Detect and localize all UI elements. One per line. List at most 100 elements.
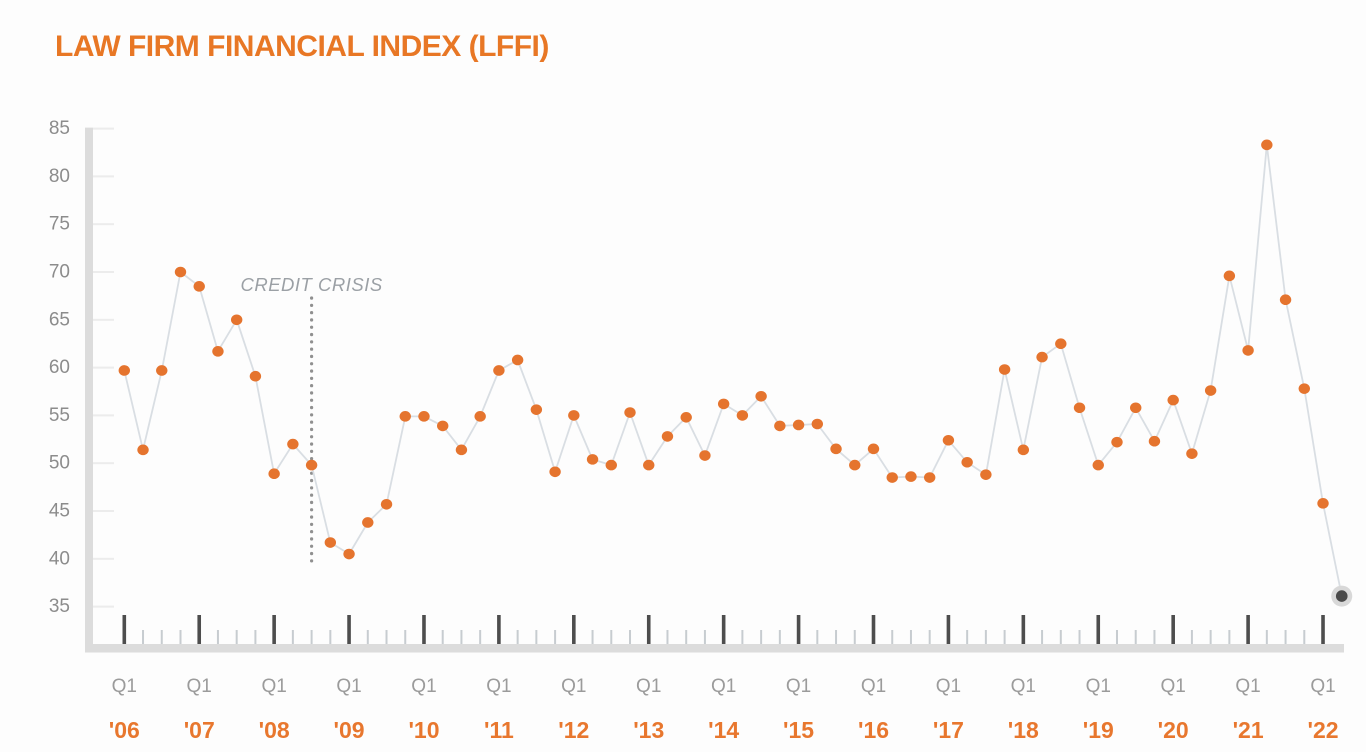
x-minor-tick bbox=[1228, 630, 1231, 644]
data-point bbox=[699, 450, 711, 461]
x-quarter-label: Q1 bbox=[936, 676, 961, 697]
y-tick-label: 50 bbox=[49, 453, 70, 474]
x-year-label: '15 bbox=[783, 717, 814, 743]
data-point bbox=[811, 418, 824, 430]
data-point bbox=[1242, 345, 1254, 356]
data-point bbox=[1148, 435, 1161, 447]
data-point bbox=[343, 548, 355, 560]
data-point bbox=[474, 411, 486, 422]
x-minor-tick bbox=[741, 630, 744, 644]
x-major-tick bbox=[122, 615, 127, 644]
data-point bbox=[511, 354, 524, 366]
x-major-tick bbox=[197, 615, 202, 644]
x-minor-tick bbox=[1134, 630, 1137, 644]
y-gridline-stub bbox=[93, 557, 114, 560]
latest-data-point bbox=[1335, 590, 1348, 602]
x-minor-tick bbox=[479, 630, 482, 644]
x-year-label: '09 bbox=[334, 717, 365, 743]
x-major-tick bbox=[422, 615, 426, 644]
y-axis-bar bbox=[85, 127, 93, 653]
data-point bbox=[942, 434, 955, 446]
x-year-label: '19 bbox=[1083, 717, 1114, 743]
data-point bbox=[249, 370, 262, 382]
y-gridline-stub bbox=[93, 366, 114, 369]
y-gridline-stub bbox=[93, 605, 114, 608]
x-major-tick bbox=[646, 615, 651, 644]
x-minor-tick bbox=[441, 630, 444, 644]
x-year-label: '11 bbox=[484, 717, 514, 743]
x-minor-tick bbox=[591, 630, 594, 644]
data-point bbox=[380, 499, 393, 510]
x-year-label: '14 bbox=[708, 717, 739, 743]
y-tick-label: 55 bbox=[49, 405, 70, 426]
y-gridline-stub bbox=[93, 223, 114, 226]
x-quarter-label: Q1 bbox=[336, 676, 361, 697]
x-quarter-label: Q1 bbox=[786, 676, 811, 697]
y-gridline-stub bbox=[93, 127, 114, 130]
x-year-label: '07 bbox=[184, 717, 215, 743]
y-gridline-stub bbox=[93, 462, 114, 465]
data-point bbox=[1261, 139, 1273, 151]
data-point bbox=[305, 459, 318, 471]
x-quarter-label: Q1 bbox=[1310, 676, 1335, 697]
x-quarter-label: Q1 bbox=[861, 676, 886, 697]
data-point bbox=[530, 404, 543, 415]
data-point bbox=[961, 456, 973, 468]
x-quarter-label: Q1 bbox=[1086, 676, 1111, 697]
data-point bbox=[680, 412, 692, 423]
x-major-tick bbox=[721, 615, 726, 644]
x-major-tick bbox=[946, 615, 951, 644]
data-point bbox=[418, 411, 430, 422]
data-point bbox=[792, 419, 805, 431]
x-minor-tick bbox=[179, 630, 182, 644]
x-minor-tick bbox=[404, 630, 407, 644]
x-minor-tick bbox=[835, 630, 838, 644]
data-point bbox=[1167, 394, 1179, 406]
x-major-tick bbox=[1021, 615, 1026, 644]
x-minor-tick bbox=[1303, 630, 1306, 644]
x-minor-tick bbox=[385, 630, 388, 644]
x-minor-tick bbox=[460, 630, 463, 644]
data-point bbox=[1017, 444, 1030, 456]
x-minor-tick bbox=[778, 630, 781, 644]
x-minor-tick bbox=[891, 630, 894, 644]
y-tick-label: 70 bbox=[49, 262, 70, 283]
y-tick-label: 75 bbox=[49, 214, 70, 235]
x-minor-tick bbox=[1003, 630, 1006, 644]
y-tick-label: 35 bbox=[49, 596, 70, 617]
x-year-label: '06 bbox=[109, 717, 140, 743]
y-gridline-stub bbox=[93, 318, 114, 321]
y-gridline-stub bbox=[93, 414, 114, 417]
x-minor-tick bbox=[254, 630, 257, 644]
x-year-label: '18 bbox=[1008, 717, 1039, 743]
data-point bbox=[923, 472, 936, 483]
x-minor-tick bbox=[703, 630, 706, 644]
credit-crisis-label: CREDIT CRISIS bbox=[241, 274, 383, 295]
data-point bbox=[493, 365, 505, 376]
x-minor-tick bbox=[629, 630, 632, 644]
x-quarter-label: Q1 bbox=[1011, 676, 1036, 697]
x-minor-tick bbox=[329, 630, 332, 644]
y-tick-label: 65 bbox=[49, 309, 70, 330]
data-point bbox=[774, 420, 786, 432]
y-tick-label: 80 bbox=[49, 166, 70, 187]
chart-title: LAW FIRM FINANCIAL INDEX (LFFI) bbox=[55, 30, 549, 63]
x-major-tick bbox=[572, 615, 576, 644]
data-point bbox=[849, 459, 861, 471]
data-point bbox=[1130, 402, 1142, 414]
x-quarter-label: Q1 bbox=[261, 676, 286, 697]
x-minor-tick bbox=[666, 630, 669, 644]
x-quarter-label: Q1 bbox=[1235, 676, 1260, 697]
data-point bbox=[399, 411, 411, 422]
data-point bbox=[661, 431, 674, 442]
x-minor-tick bbox=[310, 630, 313, 644]
x-minor-tick bbox=[1041, 630, 1044, 644]
x-year-label: '12 bbox=[558, 717, 589, 743]
x-major-tick bbox=[1246, 615, 1250, 644]
x-minor-tick bbox=[685, 630, 688, 644]
x-axis-bar bbox=[85, 644, 1344, 653]
x-minor-tick bbox=[1078, 630, 1081, 644]
y-tick-label: 40 bbox=[49, 548, 70, 569]
x-quarter-label: Q1 bbox=[711, 676, 736, 697]
